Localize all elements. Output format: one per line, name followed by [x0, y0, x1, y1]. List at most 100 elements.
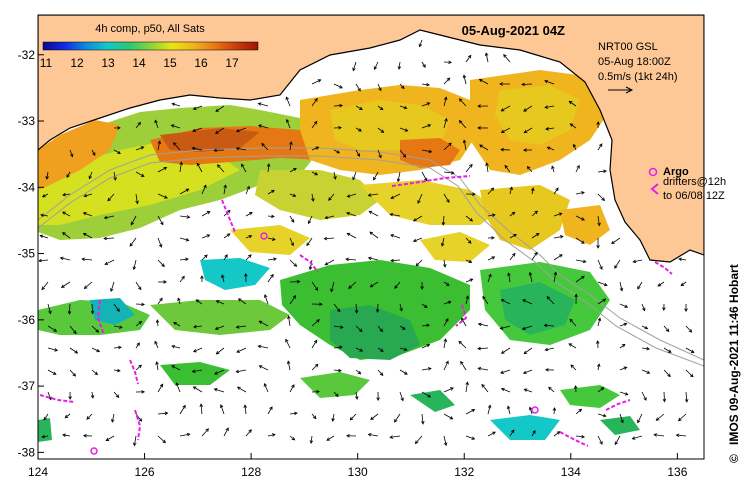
current-arrow	[60, 281, 71, 288]
current-arrow	[331, 413, 335, 422]
current-arrow	[637, 413, 643, 424]
argo-floats	[90, 232, 539, 455]
current-arrow	[83, 193, 93, 198]
current-arrow	[324, 259, 335, 266]
current-arrow	[223, 233, 231, 239]
current-arrow	[503, 54, 511, 63]
current-arrow	[373, 171, 379, 181]
current-arrow	[113, 345, 122, 350]
colorbar-tick-label: 13	[101, 56, 115, 70]
scale-arrow-icon	[608, 86, 634, 94]
side-credit-label: IMOS 09-Aug-2021 11:46 Hobart	[727, 264, 741, 445]
current-arrow	[62, 433, 71, 437]
current-arrow	[346, 434, 357, 438]
current-arrow	[311, 319, 320, 327]
current-arrow	[377, 105, 384, 111]
current-arrow	[213, 148, 225, 153]
current-arrow	[241, 163, 247, 173]
y-tick-label: -38	[18, 445, 36, 459]
current-arrow	[130, 215, 137, 226]
current-arrow	[62, 211, 71, 217]
current-arrow	[201, 254, 208, 261]
current-arrow	[487, 236, 495, 240]
current-arrow	[264, 294, 269, 305]
current-arrow	[507, 272, 511, 283]
current-arrow	[333, 171, 337, 180]
current-arrow	[110, 281, 115, 292]
current-arrow	[553, 271, 558, 283]
current-arrow	[575, 408, 583, 415]
current-arrow	[155, 361, 159, 371]
current-arrow	[421, 102, 431, 107]
current-arrow	[289, 167, 297, 173]
current-arrow	[289, 193, 297, 197]
current-arrow	[41, 193, 49, 198]
current-arrow	[597, 281, 608, 287]
current-arrow	[399, 105, 408, 110]
current-arrow	[157, 166, 168, 173]
current-arrow	[266, 163, 271, 173]
drifter-tracks	[39, 175, 673, 447]
current-arrow	[349, 413, 357, 421]
current-arrow	[105, 435, 115, 441]
current-arrow	[412, 215, 423, 222]
current-arrow	[522, 299, 533, 305]
current-arrow	[223, 427, 229, 437]
current-arrow	[43, 413, 49, 421]
current-arrow	[82, 433, 93, 438]
current-arrow	[394, 281, 401, 289]
current-arrow	[236, 386, 247, 393]
current-arrow	[415, 259, 423, 267]
current-arrow	[157, 140, 162, 151]
current-arrow	[637, 281, 643, 290]
current-arrow	[394, 413, 401, 423]
current-arrow	[235, 369, 247, 374]
current-arrow	[597, 387, 605, 393]
current-info-model: NRT00 GSL	[598, 41, 658, 53]
current-arrow	[390, 258, 401, 263]
x-axis: 124 126 128 130 132 134 136	[28, 453, 688, 479]
current-arrow	[487, 213, 496, 217]
current-arrow	[377, 325, 383, 333]
colorbar-tick-label: 15	[163, 56, 177, 70]
current-arrow	[465, 295, 470, 305]
colorbar-tick-label: 14	[132, 56, 146, 70]
current-arrow	[309, 435, 314, 444]
current-arrow	[311, 97, 318, 107]
current-arrow	[568, 100, 577, 107]
current-arrow	[179, 275, 185, 283]
current-arrow	[215, 300, 225, 305]
current-arrow	[369, 231, 379, 239]
current-arrow	[82, 212, 93, 217]
current-arrow	[675, 433, 687, 438]
current-arrow	[348, 281, 357, 289]
current-arrow	[157, 193, 168, 199]
current-arrow	[289, 259, 298, 267]
current-arrow	[412, 237, 423, 243]
current-arrow	[311, 146, 320, 151]
current-arrow	[597, 215, 601, 227]
current-arrow	[45, 171, 49, 180]
current-arrow	[69, 347, 79, 354]
current-arrow	[179, 257, 189, 262]
current-arrow	[38, 258, 49, 263]
current-arrow	[346, 211, 357, 217]
current-arrow	[195, 299, 203, 305]
current-arrow	[289, 215, 295, 223]
current-arrow	[170, 124, 181, 129]
current-arrow	[333, 325, 344, 329]
current-arrow	[443, 171, 455, 175]
current-arrow	[595, 340, 600, 349]
current-arrow	[157, 435, 167, 444]
current-arrow	[135, 281, 142, 291]
current-arrow	[421, 413, 425, 425]
x-tick-label: 136	[667, 465, 687, 479]
current-arrow	[307, 215, 313, 225]
current-arrow	[215, 347, 225, 355]
current-arrow	[399, 347, 408, 352]
current-arrow	[289, 279, 301, 284]
current-arrow	[684, 391, 689, 403]
current-arrow	[523, 347, 533, 355]
current-arrow	[258, 320, 269, 327]
current-arrow	[420, 281, 424, 290]
